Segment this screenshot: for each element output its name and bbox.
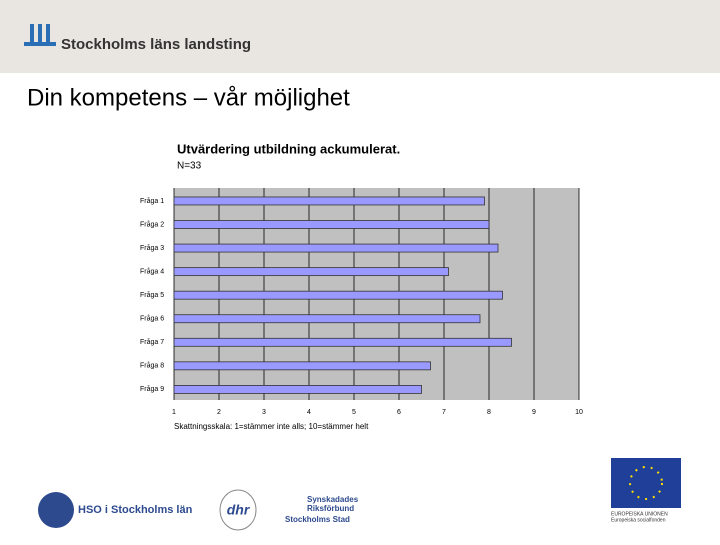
logo-mark xyxy=(24,24,56,46)
x-tick-label: 7 xyxy=(442,409,446,416)
y-tick-label: Fråga 3 xyxy=(140,244,164,252)
bar xyxy=(173,267,449,277)
x-tick-label: 10 xyxy=(575,409,583,416)
y-tick-label: Fråga 6 xyxy=(140,315,164,323)
dhr-text: dhr xyxy=(227,502,251,518)
srf-text: Synskadades xyxy=(307,495,359,504)
bar xyxy=(173,243,499,253)
logo-text: Stockholms läns landsting xyxy=(61,36,251,53)
bar xyxy=(173,361,431,371)
bar xyxy=(173,290,503,300)
chart-subtitle: N=33 xyxy=(177,161,202,172)
eu-text: EUROPEISKA UNIONEN xyxy=(611,511,668,517)
y-tick-label: Fråga 5 xyxy=(140,291,164,299)
y-tick-label: Fråga 2 xyxy=(140,220,164,228)
eu-flag xyxy=(611,458,681,508)
bar xyxy=(173,196,485,206)
x-tick-label: 6 xyxy=(397,409,401,416)
header-band xyxy=(0,0,720,73)
x-tick-label: 8 xyxy=(487,409,491,416)
x-tick-label: 4 xyxy=(307,409,311,416)
bar xyxy=(173,220,490,229)
slide-title: Din kompetens – vår möjlighet xyxy=(27,84,350,111)
hso-text: HSO i Stockholms län xyxy=(78,504,193,516)
x-tick-label: 2 xyxy=(217,409,221,416)
bar xyxy=(173,384,422,394)
eu-stars xyxy=(629,466,663,500)
y-tick-label: Fråga 4 xyxy=(140,267,164,275)
y-tick-label: Fråga 7 xyxy=(140,338,164,346)
y-tick-label: Fråga 9 xyxy=(140,385,164,393)
x-axis-label: Skattningsskala: 1=stämmer inte alls; 10… xyxy=(174,422,369,431)
footer-hso: HSO i Stockholms län xyxy=(38,492,193,528)
dhr-logo xyxy=(219,489,257,531)
chart-title: Utvärdering utbildning ackumulerat. xyxy=(177,141,400,156)
x-tick-label: 3 xyxy=(262,409,266,416)
x-tick-label: 5 xyxy=(352,409,356,416)
srf-text: Stockholms Stad xyxy=(285,515,350,524)
bar xyxy=(173,337,512,347)
y-tick-label: Fråga 8 xyxy=(140,362,164,370)
eu-text: Europeiska socialfonden xyxy=(611,517,666,523)
x-tick-label: 9 xyxy=(532,409,536,416)
bar xyxy=(173,314,481,324)
srf-text: Riksförbund xyxy=(307,504,354,513)
x-tick-label: 1 xyxy=(172,409,176,416)
y-tick-label: Fråga 1 xyxy=(140,197,164,205)
